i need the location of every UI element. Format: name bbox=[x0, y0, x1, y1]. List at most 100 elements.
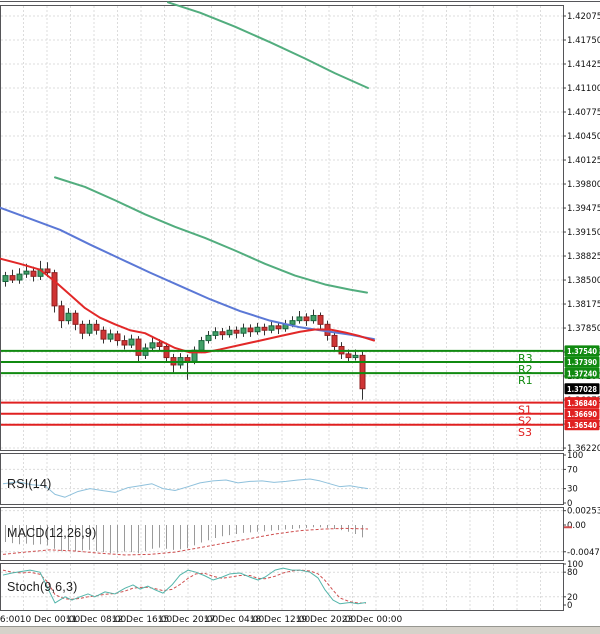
price-badge-value: 1.36840 bbox=[567, 399, 597, 408]
stoch-axis-label: 0 bbox=[567, 601, 572, 611]
x-axis-label: 18 Dec 12:00 bbox=[250, 615, 311, 625]
price-badge-value: 1.37540 bbox=[567, 347, 597, 356]
candle bbox=[331, 334, 338, 347]
candle bbox=[149, 342, 156, 349]
price-badge bbox=[564, 356, 600, 368]
price-badge bbox=[564, 408, 600, 420]
price-axis-label: 1.42075 bbox=[567, 12, 600, 22]
candle bbox=[240, 327, 247, 334]
stoch-panel[interactable] bbox=[0, 563, 564, 611]
candle bbox=[107, 333, 114, 340]
candle bbox=[205, 334, 212, 342]
stoch-signal-line bbox=[2, 569, 366, 604]
x-axis-label: 17 Dec 04:00 bbox=[204, 615, 265, 625]
ma-blue bbox=[0, 206, 375, 341]
candle bbox=[2, 275, 9, 283]
price-badge bbox=[564, 383, 600, 395]
candle bbox=[261, 326, 268, 331]
candle bbox=[65, 312, 72, 322]
candle bbox=[93, 323, 100, 331]
candle bbox=[198, 340, 205, 351]
x-axis-label: 15 Dec 20:00 bbox=[158, 615, 219, 625]
rsi-axis-label: 70 bbox=[567, 465, 578, 475]
candle bbox=[79, 323, 86, 334]
candle bbox=[121, 340, 128, 346]
price-axis-label: 1.41750 bbox=[567, 36, 600, 46]
candle bbox=[317, 314, 324, 325]
price-badge bbox=[564, 367, 600, 379]
candle bbox=[247, 327, 254, 333]
candle bbox=[58, 305, 65, 322]
candle bbox=[289, 320, 296, 325]
stoch-axis-label: 20 bbox=[567, 593, 578, 603]
price-axis-label: 1.40125 bbox=[567, 156, 600, 166]
price-axis-label: 1.36220 bbox=[567, 444, 600, 454]
candle bbox=[51, 272, 58, 307]
macd-indicator-label: MACD(12,26,9) bbox=[7, 526, 97, 540]
price-axis-label: 1.38500 bbox=[567, 276, 600, 286]
candle bbox=[30, 270, 37, 277]
price-axis-label: 1.38175 bbox=[567, 300, 600, 310]
candle bbox=[163, 345, 170, 359]
candle bbox=[100, 329, 107, 340]
support-label-s3: S3 bbox=[518, 426, 532, 439]
window-bottom-strip bbox=[0, 626, 600, 634]
x-axis-label: 23 Dec 00:00 bbox=[342, 615, 403, 625]
price-axis-label: 1.41100 bbox=[567, 84, 600, 94]
x-axis-label: 19 Dec 20:00 bbox=[296, 615, 357, 625]
candle bbox=[310, 314, 317, 322]
rsi-axis-label: 0 bbox=[567, 499, 572, 509]
candle bbox=[233, 329, 240, 334]
candle bbox=[275, 325, 282, 330]
price-badge bbox=[564, 345, 600, 357]
candle bbox=[226, 329, 233, 336]
candle bbox=[156, 342, 163, 347]
macd-axis-label: -0.004736 bbox=[567, 548, 600, 558]
price-axis-label: 1.40775 bbox=[567, 108, 600, 118]
candle bbox=[44, 268, 51, 274]
rsi-line bbox=[2, 478, 369, 498]
ma-green bbox=[54, 176, 368, 294]
candle bbox=[114, 333, 121, 342]
x-axis-label: 12 Dec 16:00 bbox=[112, 615, 173, 625]
price-badge-value: 1.37390 bbox=[567, 358, 597, 367]
candle bbox=[16, 273, 23, 281]
price-badge bbox=[564, 419, 600, 431]
price-axis-label: 1.40450 bbox=[567, 132, 600, 142]
candle bbox=[135, 338, 142, 356]
candle bbox=[212, 331, 219, 336]
candle bbox=[268, 325, 275, 331]
price-axis-label: 1.39800 bbox=[567, 180, 600, 190]
rsi-axis-label: 30 bbox=[567, 485, 578, 495]
candle bbox=[72, 312, 79, 325]
macd-signal-line bbox=[2, 527, 369, 556]
candle bbox=[352, 354, 359, 359]
candle bbox=[296, 316, 303, 322]
price-axis-label: 1.38825 bbox=[567, 252, 600, 262]
stoch-indicator-label: Stoch(9,6,3) bbox=[7, 580, 78, 594]
candle bbox=[86, 323, 93, 334]
candle bbox=[254, 326, 261, 333]
rsi-indicator-label: RSI(14) bbox=[7, 477, 52, 491]
ma-green-slow bbox=[167, 1, 369, 90]
rsi-axis-label: 100 bbox=[567, 451, 583, 461]
x-axis-label: 6:00 bbox=[0, 615, 20, 625]
price-axis-label: 1.41425 bbox=[567, 60, 600, 70]
stoch-axis-label: 100 bbox=[567, 560, 583, 570]
candle bbox=[9, 275, 16, 281]
price-axis-label: 1.37850 bbox=[567, 324, 600, 334]
candle bbox=[128, 338, 135, 346]
stoch-axis-label: 80 bbox=[567, 568, 578, 578]
candle bbox=[219, 331, 226, 336]
macd-axis-label: 0.002536 bbox=[567, 507, 600, 517]
price-axis-label: 1.39150 bbox=[567, 228, 600, 238]
x-axis-label: 10 Dec 00:00 bbox=[20, 615, 81, 625]
window-top-rule bbox=[0, 1, 600, 2]
price-badge-value: 1.36690 bbox=[567, 410, 597, 419]
stoch-main-line bbox=[2, 567, 367, 605]
candle bbox=[184, 357, 191, 362]
candle bbox=[345, 353, 352, 359]
x-axis-label: 11 Dec 08:00 bbox=[66, 615, 127, 625]
